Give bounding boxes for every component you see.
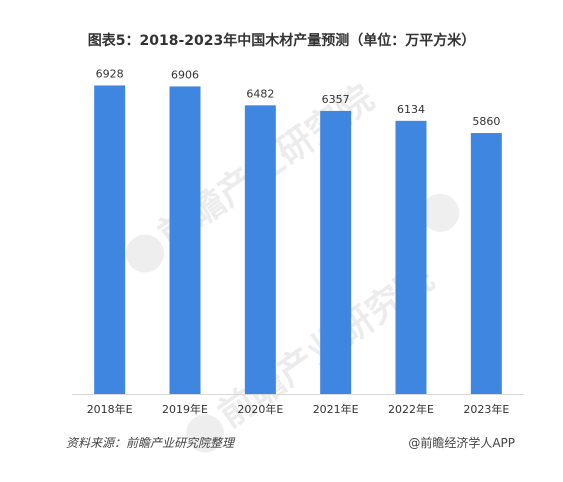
- data-label: 6928: [96, 67, 124, 80]
- credit-note: @前瞻经济学人APP: [408, 436, 515, 450]
- bar-2022年E: [395, 120, 427, 395]
- source-note: 资料来源：前瞻产业研究院整理: [66, 436, 235, 450]
- bar-2023年E: [470, 133, 502, 394]
- data-label: 6906: [171, 68, 199, 81]
- x-tick-label: 2021年E: [313, 402, 359, 416]
- data-label: 6482: [246, 87, 274, 100]
- x-tick-label: 2022年E: [388, 402, 434, 416]
- data-label: 6134: [397, 103, 425, 116]
- bar-2021年E: [320, 110, 352, 394]
- x-tick-label: 2020年E: [237, 402, 283, 416]
- x-tick-label: 2018年E: [87, 402, 133, 416]
- data-label: 5860: [472, 115, 500, 128]
- data-label: 6357: [322, 93, 350, 106]
- x-tick-label: 2023年E: [463, 402, 509, 416]
- bar-2020年E: [244, 105, 276, 394]
- bar-2019年E: [169, 86, 201, 395]
- x-tick-label: 2019年E: [162, 402, 208, 416]
- bar-2018年E: [94, 85, 126, 394]
- chart-title: 图表5：2018-2023年中国木材产量预测（单位：万平方米）: [87, 33, 476, 49]
